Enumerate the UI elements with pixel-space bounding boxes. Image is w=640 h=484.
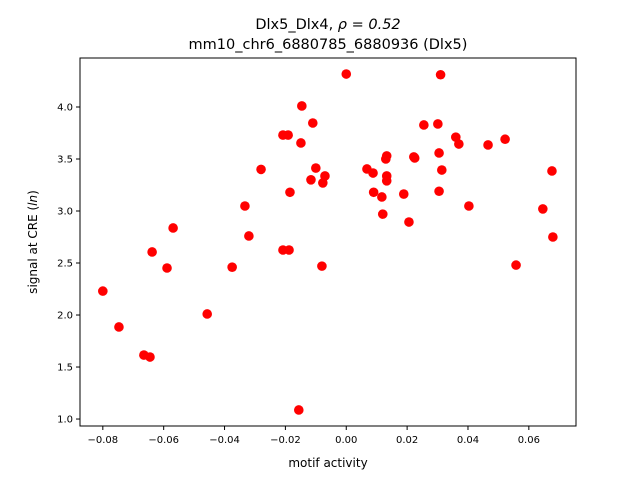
data-point <box>307 118 318 128</box>
data-point <box>404 217 414 227</box>
data-point <box>434 148 444 158</box>
data-point <box>306 174 316 185</box>
data-point <box>311 163 321 173</box>
x-tick-label: −0.06 <box>148 435 179 446</box>
data-point <box>98 286 108 296</box>
data-point <box>320 171 330 181</box>
data-point <box>435 69 446 80</box>
x-axis-ticks: −0.08 −0.06 −0.04 −0.02 0.00 0.02 0.04 0.06 <box>87 426 540 446</box>
data-point <box>483 140 493 150</box>
data-point <box>419 120 429 130</box>
data-point <box>240 201 250 211</box>
scatter-points <box>98 69 558 415</box>
data-point <box>381 176 392 186</box>
x-tick-label: 0.00 <box>335 435 357 446</box>
x-tick-label: 0.02 <box>396 435 418 446</box>
y-tick-label: 1.5 <box>57 363 73 374</box>
plot-frame <box>79 57 577 427</box>
data-point <box>341 69 352 79</box>
data-point <box>145 352 155 362</box>
data-point <box>284 245 294 255</box>
data-point <box>381 151 392 161</box>
data-point <box>437 165 447 175</box>
data-point <box>538 204 548 214</box>
x-tick-label: −0.04 <box>209 435 240 446</box>
y-tick-label: 2.0 <box>57 311 73 322</box>
data-point <box>464 201 474 211</box>
y-tick-label: 3.0 <box>57 207 73 218</box>
y-tick-label: 4.0 <box>57 102 73 113</box>
y-axis-ticks: 1.0 1.5 2.0 2.5 3.0 3.5 4.0 <box>57 102 80 426</box>
data-point <box>293 405 304 415</box>
data-point <box>368 168 378 178</box>
data-point <box>434 186 444 197</box>
data-point <box>256 164 266 175</box>
chart-title-line2: mm10_chr6_6880785_6880936 (Dlx5) <box>189 37 468 53</box>
data-point <box>368 187 379 198</box>
data-point <box>147 247 157 257</box>
y-tick-label: 3.5 <box>57 154 73 165</box>
x-tick-label: 0.04 <box>457 435 479 446</box>
data-point <box>454 139 464 149</box>
data-point <box>433 119 443 129</box>
data-point <box>500 134 510 145</box>
data-point <box>283 130 293 140</box>
chart-title-line1: Dlx5_Dlx4, ρ = 0.52 <box>255 17 400 33</box>
data-point <box>398 189 409 199</box>
data-point <box>548 232 558 242</box>
data-point <box>377 192 387 202</box>
data-point <box>114 322 124 332</box>
data-point <box>297 101 307 111</box>
x-tick-label: −0.02 <box>270 435 301 446</box>
data-point <box>409 153 420 163</box>
x-axis-label: motif activity <box>288 456 367 470</box>
data-point <box>244 231 254 241</box>
data-point <box>511 260 521 270</box>
data-point <box>296 138 306 148</box>
data-point <box>317 261 327 271</box>
x-tick-label: −0.08 <box>87 435 118 446</box>
data-point <box>168 223 178 233</box>
y-axis-label: signal at CRE (ln) <box>26 190 40 294</box>
data-point <box>547 166 557 176</box>
data-point <box>377 209 388 219</box>
y-tick-label: 1.0 <box>57 415 73 426</box>
x-tick-label: 0.06 <box>518 435 540 446</box>
data-point <box>285 187 295 198</box>
data-point <box>227 262 237 272</box>
data-point <box>162 263 172 273</box>
data-point <box>202 309 212 319</box>
y-tick-label: 2.5 <box>57 259 73 270</box>
